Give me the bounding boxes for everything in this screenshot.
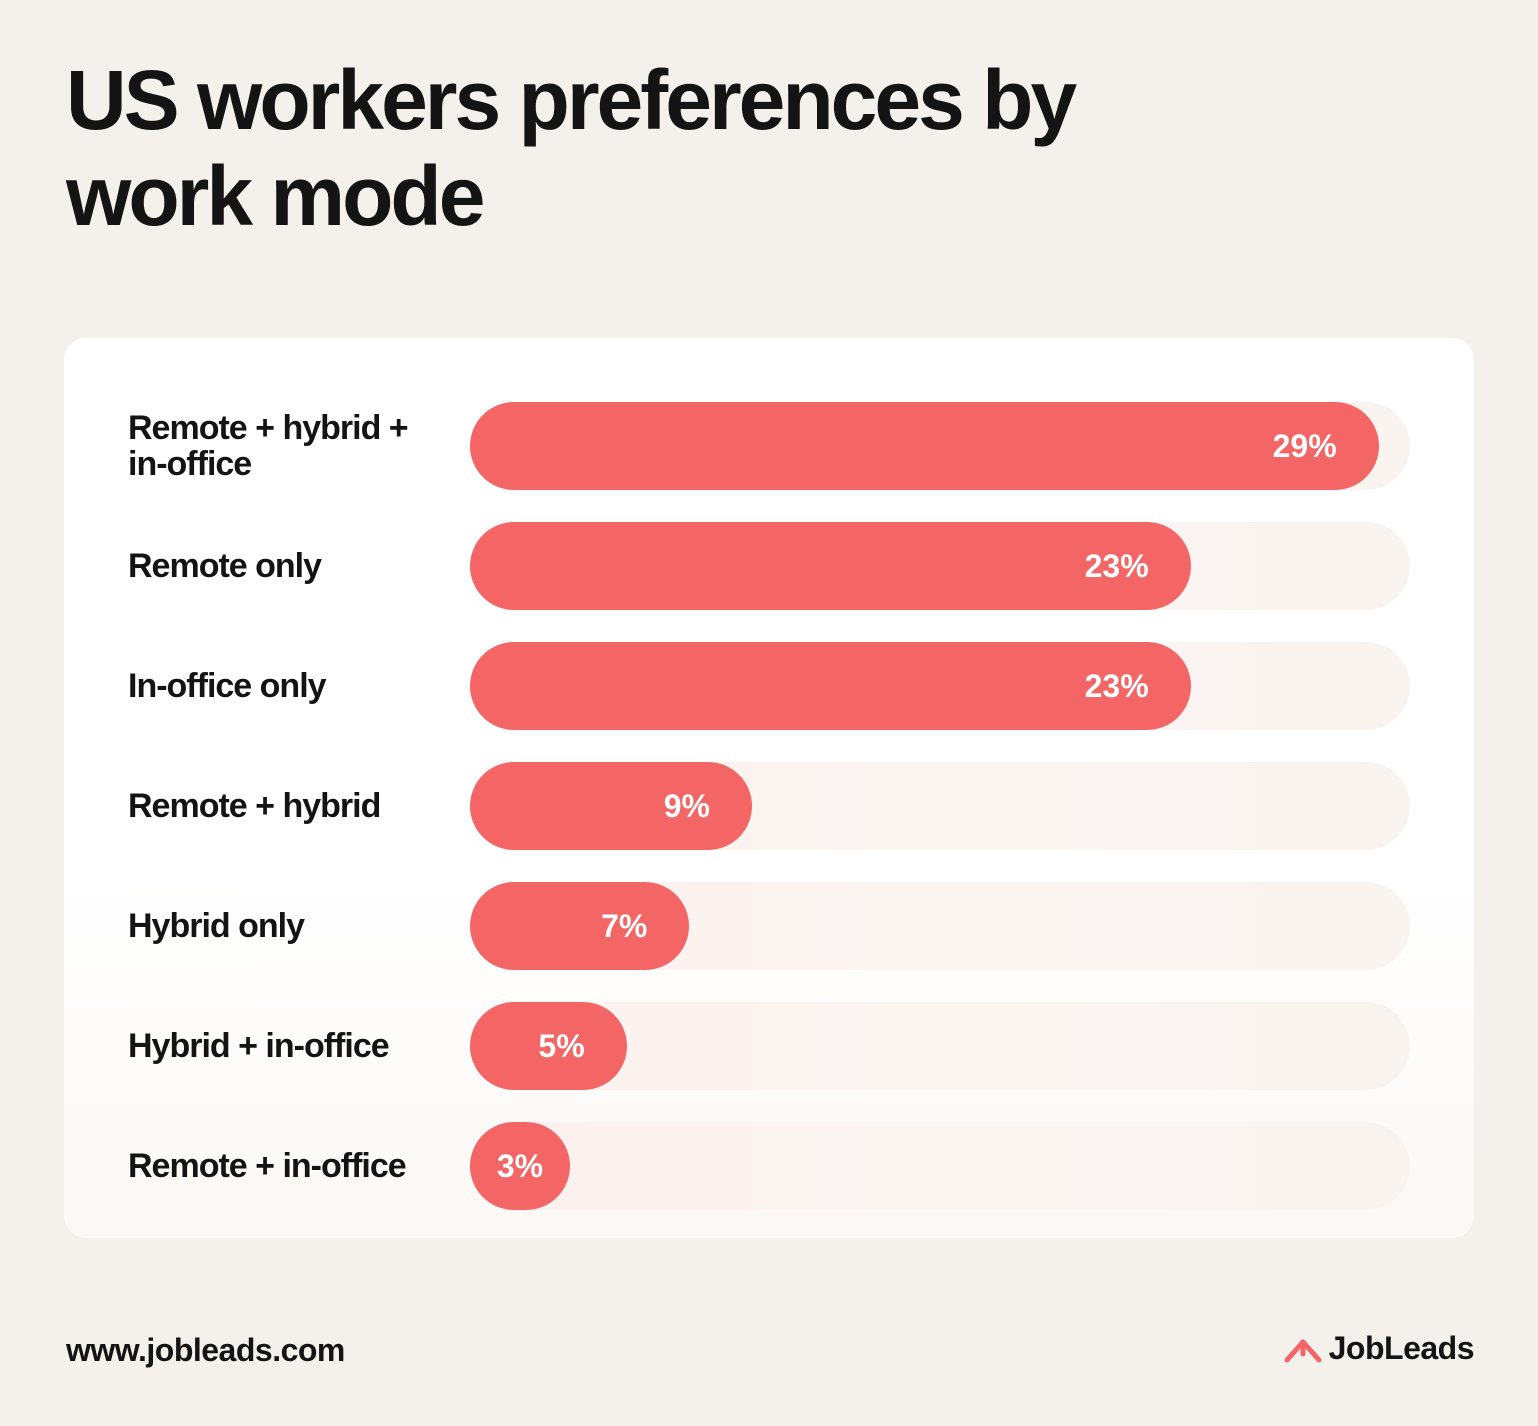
category-label: Remote + in-office xyxy=(128,1147,407,1185)
bar-value-label: 9% xyxy=(663,787,710,824)
category-label: Remote only xyxy=(128,547,322,585)
brand-logo: JobLeads xyxy=(1283,1330,1475,1367)
bar-track: 29% xyxy=(470,402,1410,490)
bar-row: Remote + hybrid + in-office 29% xyxy=(64,402,1474,490)
bar-value-label: 7% xyxy=(601,907,648,944)
bar-row: In-office only 23% xyxy=(64,642,1474,730)
bar-row: Remote only 23% xyxy=(64,522,1474,610)
category-label: In-office only xyxy=(128,667,327,705)
bar-track: 9% xyxy=(470,762,1410,850)
category-label: Remote + hybrid + in-office xyxy=(128,409,409,483)
bar: 23% xyxy=(470,522,1191,610)
category-label: Hybrid only xyxy=(128,907,305,945)
bar: 29% xyxy=(470,402,1379,490)
bar-row: Remote + in-office 3% xyxy=(64,1122,1474,1210)
bar-track: 7% xyxy=(470,882,1410,970)
bar-row: Remote + hybrid 9% xyxy=(64,762,1474,850)
brand-name: JobLeads xyxy=(1328,1330,1475,1366)
bar-value-label: 3% xyxy=(496,1147,544,1184)
chart-card: Remote + hybrid + in-office 29% Remote onl… xyxy=(64,338,1474,1238)
bar-track: 23% xyxy=(470,522,1410,610)
bar-value-label: 29% xyxy=(1272,427,1337,464)
bar-value-label: 23% xyxy=(1084,667,1149,704)
jobleads-logo-icon xyxy=(1284,1339,1322,1362)
chart-title: US workers preferences by work mode xyxy=(66,53,1077,243)
bar: 23% xyxy=(470,642,1191,730)
bar: 7% xyxy=(470,882,690,970)
bar: 5% xyxy=(470,1002,627,1090)
bar-track: 5% xyxy=(470,1002,1410,1090)
bar-value-label: 5% xyxy=(538,1027,585,1064)
bar-track: 23% xyxy=(470,642,1410,730)
bar-track: 3% xyxy=(470,1122,1410,1210)
bar: 3% xyxy=(470,1122,570,1210)
category-label: Remote + hybrid xyxy=(128,787,381,825)
website-url[interactable]: www.jobleads.com xyxy=(66,1332,345,1368)
bar-row: Hybrid + in-office 5% xyxy=(64,1002,1474,1090)
category-label: Hybrid + in-office xyxy=(128,1027,390,1065)
bar: 9% xyxy=(470,762,752,850)
bar-row: Hybrid only 7% xyxy=(64,882,1474,970)
bar-value-label: 23% xyxy=(1084,547,1149,584)
